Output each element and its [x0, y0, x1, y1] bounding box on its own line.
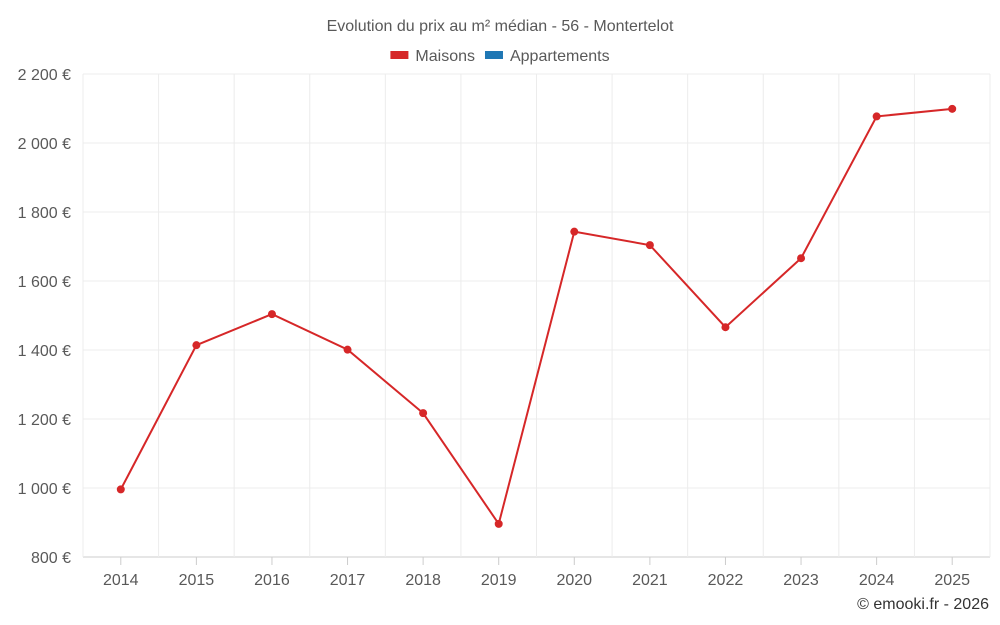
x-tick-label: 2017	[330, 572, 366, 589]
x-tick-label: 2023	[783, 572, 819, 589]
legend-label: Appartements	[510, 48, 610, 65]
data-point[interactable]	[948, 104, 957, 113]
series-layer	[116, 104, 957, 528]
data-point[interactable]	[797, 254, 806, 263]
chart-title: Evolution du prix au m² médian - 56 - Mo…	[327, 18, 674, 35]
x-tick-label: 2021	[632, 572, 668, 589]
legend-item[interactable]: Appartements	[484, 48, 610, 65]
legend-swatch	[390, 51, 409, 59]
data-point[interactable]	[267, 310, 276, 319]
data-point[interactable]	[419, 409, 428, 418]
data-point[interactable]	[570, 227, 579, 236]
x-tick-label: 2019	[481, 572, 517, 589]
y-tick-label: 1 400 €	[18, 343, 71, 360]
data-point[interactable]	[721, 323, 730, 332]
data-point[interactable]	[645, 241, 654, 250]
series-line	[119, 107, 953, 527]
data-point[interactable]	[872, 112, 881, 121]
x-tick-label: 2014	[103, 572, 139, 589]
y-tick-label: 2 200 €	[18, 67, 71, 84]
y-tick-label: 1 600 €	[18, 274, 71, 291]
x-tick-label: 2018	[405, 572, 441, 589]
legend-swatch	[484, 51, 503, 59]
x-tick-label: 2025	[934, 572, 970, 589]
data-point[interactable]	[494, 519, 503, 528]
y-tick-label: 1 000 €	[18, 481, 71, 498]
x-axis: 2014 2015 2016 2017 2018 2019 2020 2021 2022 2023…	[103, 557, 970, 589]
y-tick-label: 1 800 €	[18, 205, 71, 222]
legend-item[interactable]: Maisons	[390, 48, 475, 65]
data-point[interactable]	[343, 345, 352, 354]
credit-text: © emooki.fr - 2026	[857, 596, 989, 613]
x-tick-label: 2020	[556, 572, 592, 589]
x-tick-label: 2015	[179, 572, 215, 589]
y-axis: 800 € 1 000 € 1 200 € 1 400 € 1 600 € 1 800 €…	[18, 67, 71, 567]
x-tick-label: 2022	[708, 572, 744, 589]
y-tick-label: 800 €	[31, 550, 71, 567]
data-point[interactable]	[192, 341, 201, 350]
y-tick-label: 2 000 €	[18, 136, 71, 153]
x-tick-label: 2024	[859, 572, 895, 589]
data-point[interactable]	[116, 485, 125, 494]
legend-label: Maisons	[415, 48, 475, 65]
x-tick-label: 2016	[254, 572, 290, 589]
grid	[82, 73, 991, 558]
y-tick-label: 1 200 €	[18, 412, 71, 429]
legend: Maisons Appartements	[390, 48, 610, 65]
